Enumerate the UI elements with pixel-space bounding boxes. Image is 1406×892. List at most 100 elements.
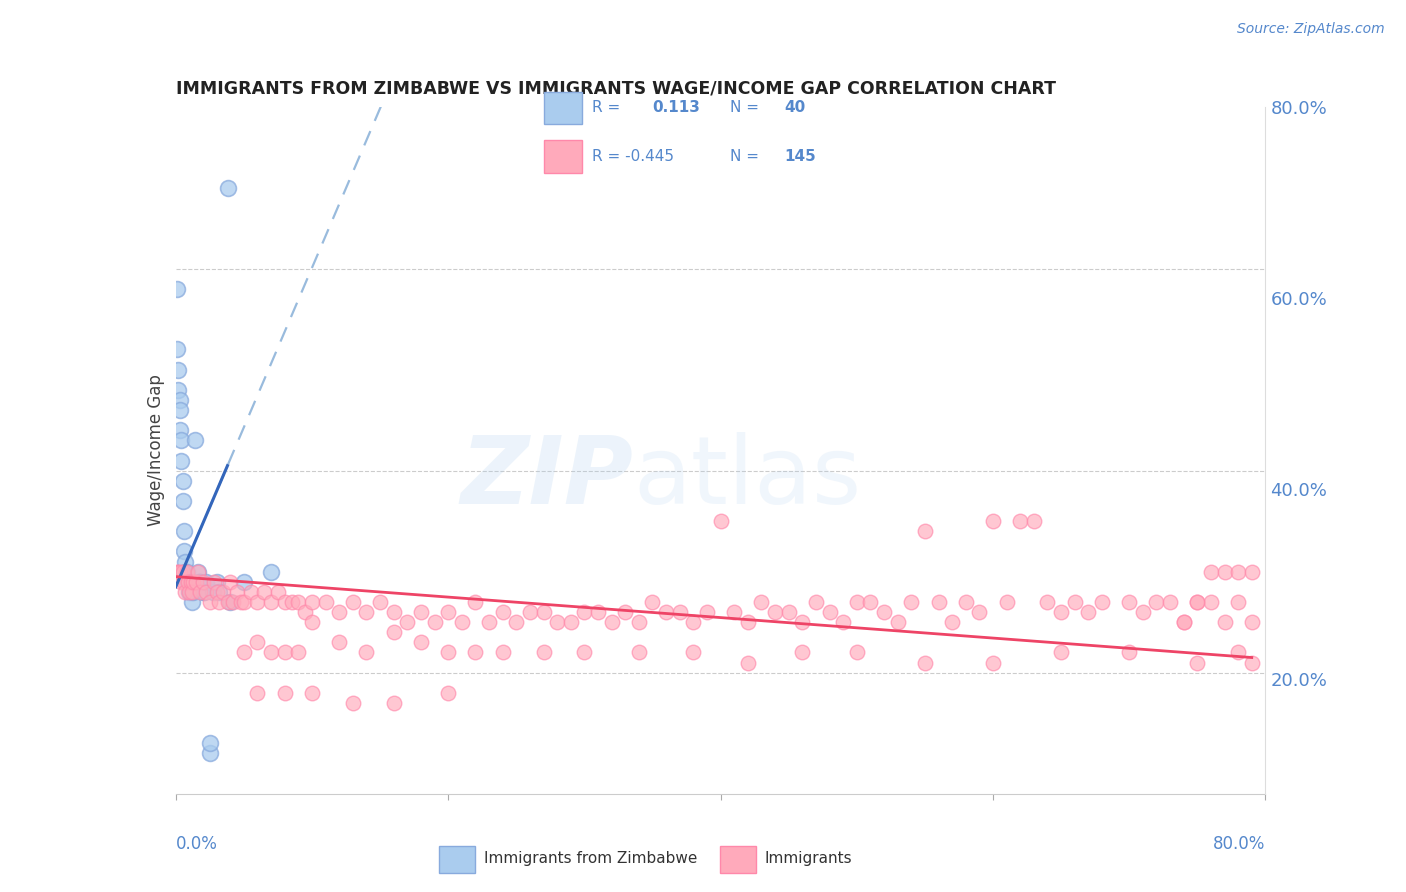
Point bbox=[778, 605, 800, 619]
Point bbox=[198, 736, 221, 750]
Point bbox=[208, 595, 231, 609]
Point bbox=[170, 434, 193, 448]
Point bbox=[1240, 565, 1263, 579]
Point bbox=[533, 645, 555, 659]
Point bbox=[368, 595, 391, 609]
Text: 0.113: 0.113 bbox=[652, 101, 700, 115]
Point bbox=[845, 595, 868, 609]
Point bbox=[955, 595, 977, 609]
Point bbox=[546, 615, 568, 630]
Point bbox=[172, 494, 194, 508]
Point bbox=[382, 625, 405, 640]
Point bbox=[845, 645, 868, 659]
Point bbox=[260, 565, 283, 579]
Point bbox=[1036, 595, 1059, 609]
Point bbox=[176, 565, 198, 579]
Point bbox=[981, 656, 1004, 670]
Point bbox=[328, 605, 350, 619]
Point bbox=[194, 574, 217, 589]
Point bbox=[205, 585, 228, 599]
Point bbox=[792, 645, 814, 659]
Point bbox=[181, 585, 204, 599]
Point bbox=[176, 565, 198, 579]
Point bbox=[194, 585, 217, 599]
Point bbox=[222, 595, 245, 609]
Point bbox=[1050, 605, 1073, 619]
Point bbox=[315, 595, 337, 609]
Point bbox=[1227, 565, 1250, 579]
Point bbox=[655, 605, 678, 619]
Point bbox=[328, 635, 350, 649]
Point bbox=[167, 383, 190, 397]
Point bbox=[205, 574, 228, 589]
Y-axis label: Wage/Income Gap: Wage/Income Gap bbox=[146, 375, 165, 526]
Point bbox=[301, 615, 323, 630]
Point bbox=[231, 595, 253, 609]
Point bbox=[382, 605, 405, 619]
Point bbox=[710, 514, 733, 528]
Point bbox=[202, 574, 225, 589]
Point bbox=[267, 585, 290, 599]
Point bbox=[174, 565, 197, 579]
Point bbox=[169, 423, 191, 437]
Point bbox=[219, 595, 242, 609]
Point bbox=[492, 605, 515, 619]
Point bbox=[1118, 645, 1140, 659]
Point bbox=[167, 362, 190, 376]
FancyBboxPatch shape bbox=[720, 847, 756, 873]
Point bbox=[382, 696, 405, 710]
Point bbox=[1050, 645, 1073, 659]
Text: N =: N = bbox=[730, 101, 759, 115]
Text: Immigrants: Immigrants bbox=[765, 851, 852, 866]
Point bbox=[941, 615, 963, 630]
Point bbox=[198, 595, 221, 609]
Point bbox=[172, 474, 194, 488]
Point bbox=[1213, 565, 1236, 579]
Point bbox=[232, 595, 254, 609]
Point bbox=[1187, 656, 1209, 670]
Point bbox=[804, 595, 827, 609]
Point bbox=[696, 605, 718, 619]
Point bbox=[832, 615, 855, 630]
Point bbox=[239, 585, 262, 599]
Text: N =: N = bbox=[730, 149, 759, 164]
Point bbox=[208, 585, 231, 599]
Point bbox=[183, 574, 205, 589]
Point bbox=[614, 605, 637, 619]
Point bbox=[274, 645, 297, 659]
Point bbox=[981, 514, 1004, 528]
Point bbox=[478, 615, 501, 630]
Point bbox=[179, 585, 201, 599]
Point bbox=[179, 585, 201, 599]
Point bbox=[492, 645, 515, 659]
Point bbox=[180, 574, 202, 589]
Point bbox=[1091, 595, 1114, 609]
Point bbox=[166, 565, 188, 579]
Point bbox=[1240, 615, 1263, 630]
Point bbox=[859, 595, 882, 609]
Point bbox=[356, 645, 378, 659]
Point bbox=[274, 595, 297, 609]
Point bbox=[169, 403, 191, 417]
FancyBboxPatch shape bbox=[544, 92, 582, 124]
Point bbox=[1118, 595, 1140, 609]
Point bbox=[437, 645, 460, 659]
Point bbox=[423, 615, 446, 630]
Text: ZIP: ZIP bbox=[461, 432, 633, 524]
Point bbox=[1199, 595, 1222, 609]
Point bbox=[191, 585, 214, 599]
Point bbox=[914, 656, 936, 670]
Point bbox=[1077, 605, 1099, 619]
Text: 80.0%: 80.0% bbox=[1213, 835, 1265, 853]
Point bbox=[172, 565, 194, 579]
Point bbox=[177, 574, 200, 589]
Point bbox=[294, 605, 316, 619]
Point bbox=[600, 615, 623, 630]
Point bbox=[409, 635, 432, 649]
Point bbox=[167, 565, 190, 579]
Point bbox=[682, 615, 704, 630]
Point bbox=[180, 585, 202, 599]
Point bbox=[166, 282, 188, 296]
Point bbox=[301, 686, 323, 700]
Point bbox=[166, 343, 188, 357]
